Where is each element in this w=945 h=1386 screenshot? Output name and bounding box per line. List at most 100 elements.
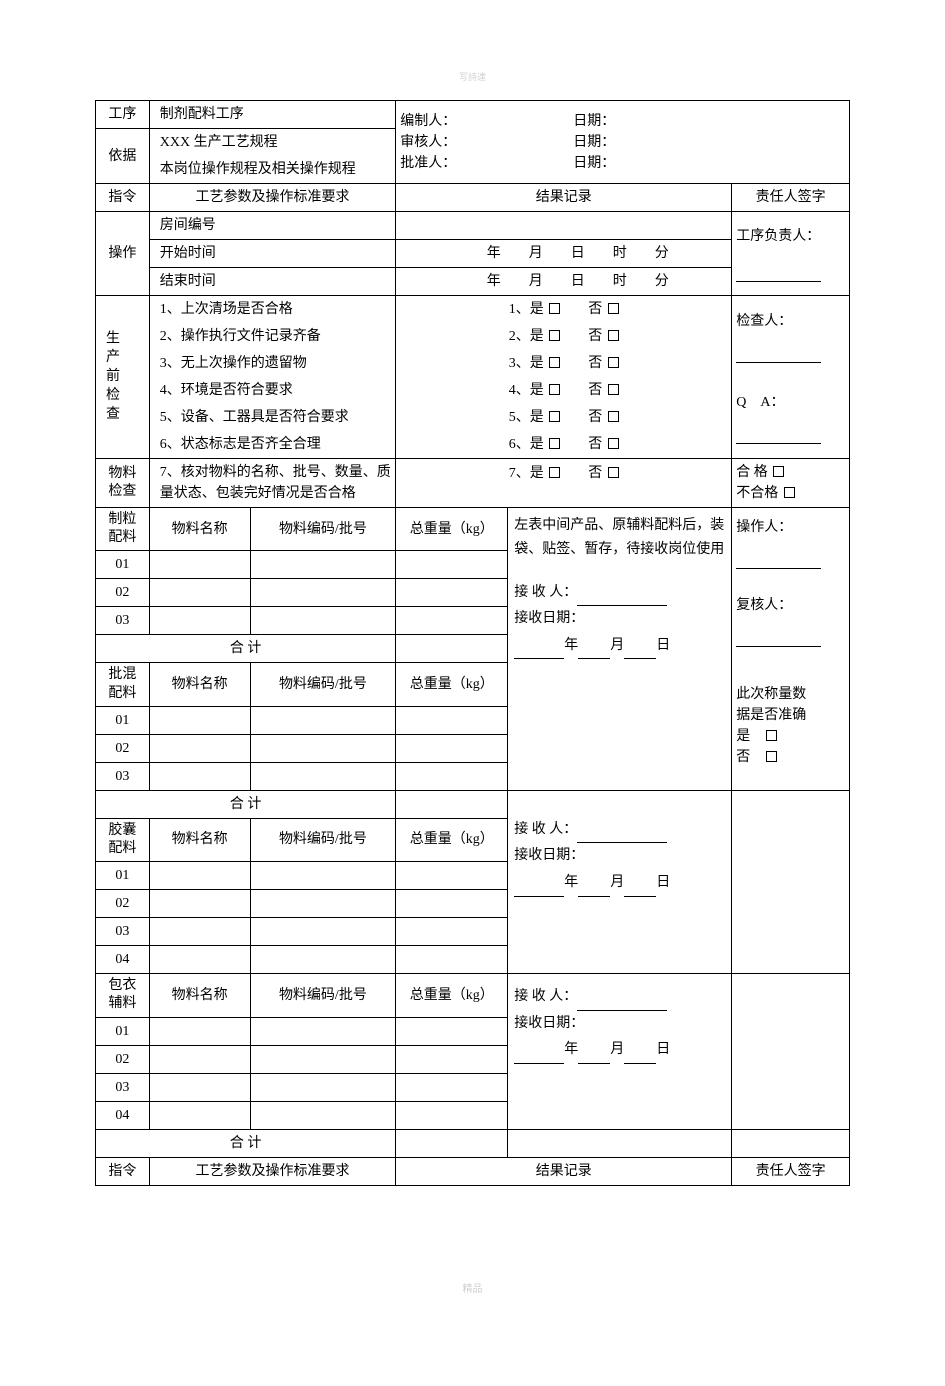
batchmix-name-03 xyxy=(149,762,250,790)
batchmix-code-03 xyxy=(250,762,396,790)
coating-code-03 xyxy=(250,1073,396,1101)
coating-weight-01 xyxy=(396,1017,508,1045)
batchmix-name-02 xyxy=(149,734,250,762)
col-material-code-3: 物料编码/批号 xyxy=(250,818,396,861)
granulation-row-02: 02 xyxy=(96,579,150,607)
coating-total-signer xyxy=(732,1129,850,1157)
process-label: 工序 xyxy=(96,101,150,129)
weigh-accuracy-cell: 此次称量数 据是否准确 是 否 xyxy=(732,663,850,790)
signer-label: 责任人签字 xyxy=(732,184,850,212)
granulation-code-02 xyxy=(250,579,396,607)
coating-code-04 xyxy=(250,1101,396,1129)
coating-name-03 xyxy=(149,1073,250,1101)
batchmix-row-03: 03 xyxy=(96,762,150,790)
col-material-code-2: 物料编码/批号 xyxy=(250,663,396,706)
capsule-row-01: 01 xyxy=(96,862,150,890)
granulation-code-03 xyxy=(250,607,396,635)
pre-check-item-5: 5、设备、工器具是否符合要求 xyxy=(149,404,395,431)
batchmix-code-02 xyxy=(250,734,396,762)
col-material-name-2: 物料名称 xyxy=(149,663,250,706)
coating-total-value xyxy=(396,1129,508,1157)
col-material-name-1: 物料名称 xyxy=(149,508,250,551)
capsule-weight-04 xyxy=(396,946,508,974)
granulation-row-03: 03 xyxy=(96,607,150,635)
pre-check-result-6: 6、是 否 xyxy=(396,431,732,459)
granulation-name-03 xyxy=(149,607,250,635)
pre-check-item-1: 1、上次清场是否合格 xyxy=(149,296,395,324)
pre-check-result-3: 3、是 否 xyxy=(396,350,732,377)
capsule-weight-01 xyxy=(396,862,508,890)
granulation-total-label: 合 计 xyxy=(96,635,396,663)
qa-cell: Q A： xyxy=(732,377,850,459)
directive-label: 指令 xyxy=(96,184,150,212)
coating-code-01 xyxy=(250,1017,396,1045)
granulation-code-01 xyxy=(250,551,396,579)
coating-row-01: 01 xyxy=(96,1017,150,1045)
basis-label: 依据 xyxy=(96,129,150,184)
room-label: 房间编号 xyxy=(149,212,395,240)
granulation-total-value xyxy=(396,635,508,663)
coating-total-label: 合 计 xyxy=(96,1129,396,1157)
pre-check-item-3: 3、无上次操作的遗留物 xyxy=(149,350,395,377)
col-total-weight-4: 总重量（kg） xyxy=(396,974,508,1017)
col-material-name-3: 物料名称 xyxy=(149,818,250,861)
capsule-code-03 xyxy=(250,918,396,946)
col-total-weight-1: 总重量（kg） xyxy=(396,508,508,551)
reviewed-by-row: 审核人： 日期： xyxy=(400,132,845,153)
batchmix-name-01 xyxy=(149,706,250,734)
footer-params-label: 工艺参数及操作标准要求 xyxy=(149,1157,395,1185)
capsule-label: 胶囊配料 xyxy=(96,818,150,861)
material-check-pass-cell: 合 格 不合格 xyxy=(732,459,850,508)
capsule-row-04: 04 xyxy=(96,946,150,974)
footer-signer-label: 责任人签字 xyxy=(732,1157,850,1185)
batchmix-row-02: 02 xyxy=(96,734,150,762)
basis-line2: 本岗位操作规程及相关操作规程 xyxy=(149,156,395,184)
record-label: 结果记录 xyxy=(396,184,732,212)
pre-check-result-5: 5、是 否 xyxy=(396,404,732,431)
coating-weight-02 xyxy=(396,1045,508,1073)
operator-cell: 操作人： xyxy=(732,508,850,579)
batchmix-weight-03 xyxy=(396,762,508,790)
pre-check-result-1: 1、是 否 xyxy=(396,296,732,324)
granulation-weight-02 xyxy=(396,579,508,607)
pre-check-label: 生产前检查 xyxy=(96,296,150,459)
coating-code-02 xyxy=(250,1045,396,1073)
end-time-value: 年 月 日 时 分 xyxy=(396,268,732,296)
start-time-value: 年 月 日 时 分 xyxy=(396,240,732,268)
coating-signer-cell xyxy=(732,974,850,1129)
capsule-code-01 xyxy=(250,862,396,890)
end-time-label: 结束时间 xyxy=(149,268,395,296)
capsule-weight-02 xyxy=(396,890,508,918)
footer-directive-label: 指令 xyxy=(96,1157,150,1185)
capsule-row-03: 03 xyxy=(96,918,150,946)
coating-row-03: 03 xyxy=(96,1073,150,1101)
material-check-result: 7、是 否 xyxy=(396,459,732,508)
material-check-label: 物料检查 xyxy=(96,459,150,508)
pre-check-item-6: 6、状态标志是否齐全合理 xyxy=(149,431,395,459)
usage-note-cell: 左表中间产品、原辅料配料后，装袋、贴签、暂存，待接收岗位使用 接 收 人： 接收… xyxy=(508,508,732,791)
granulation-name-01 xyxy=(149,551,250,579)
coating-row-02: 02 xyxy=(96,1045,150,1073)
granulation-row-01: 01 xyxy=(96,551,150,579)
watermark-top: 写詩達 xyxy=(459,70,486,83)
reviewer-cell: 复核人： xyxy=(732,579,850,663)
granulation-label: 制粒配料 xyxy=(96,508,150,551)
batchmix-weight-02 xyxy=(396,734,508,762)
capsule-signer-cell xyxy=(732,790,850,973)
watermark-bottom: 精品 xyxy=(463,1280,483,1295)
compiled-by-row: 编制人： 日期： xyxy=(400,111,845,132)
supervisor-cell: 工序负责人： xyxy=(732,212,850,296)
batchmix-row-01: 01 xyxy=(96,706,150,734)
coating-weight-03 xyxy=(396,1073,508,1101)
capsule-code-02 xyxy=(250,890,396,918)
granulation-weight-03 xyxy=(396,607,508,635)
capsule-name-03 xyxy=(149,918,250,946)
batchmix-total-value xyxy=(396,790,508,818)
footer-record-label: 结果记录 xyxy=(396,1157,732,1185)
coating-name-02 xyxy=(149,1045,250,1073)
batchmix-total-label: 合 计 xyxy=(96,790,396,818)
start-time-label: 开始时间 xyxy=(149,240,395,268)
pre-check-item-2: 2、操作执行文件记录齐备 xyxy=(149,323,395,350)
process-value: 制剂配料工序 xyxy=(149,101,395,129)
coating-label: 包衣辅料 xyxy=(96,974,150,1017)
